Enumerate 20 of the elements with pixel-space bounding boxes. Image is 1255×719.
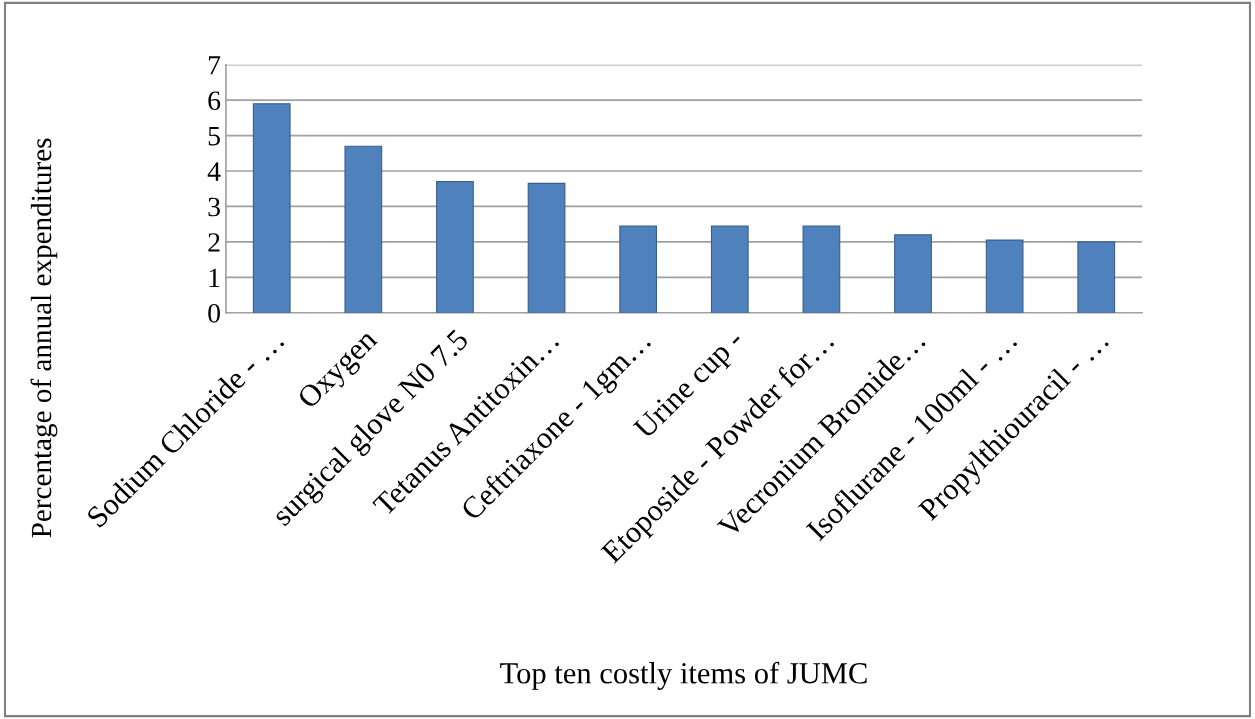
bar: [710, 225, 749, 313]
y-tick-label: 7: [208, 56, 221, 75]
bar: [252, 103, 291, 313]
y-tick-label: 4: [207, 162, 221, 181]
y-tick-label: 6: [208, 91, 221, 111]
bar: [436, 181, 474, 313]
x-axis-title: Top ten costly items of JUMC: [500, 661, 867, 690]
y-tick-label: 1: [209, 268, 220, 287]
bar: [894, 234, 932, 313]
bar: [619, 225, 658, 313]
y-tick-label: 5: [208, 127, 220, 146]
bar: [802, 225, 841, 313]
y-tick-label: 3: [208, 197, 220, 217]
y-tick-label: 0: [208, 303, 220, 323]
bar: [1077, 241, 1116, 313]
bar: [344, 145, 383, 313]
y-tick-label: 2: [208, 233, 220, 252]
y-axis-title: Percentage of annual expenditures: [30, 138, 58, 538]
bar: [985, 239, 1024, 313]
bar: [527, 182, 566, 313]
